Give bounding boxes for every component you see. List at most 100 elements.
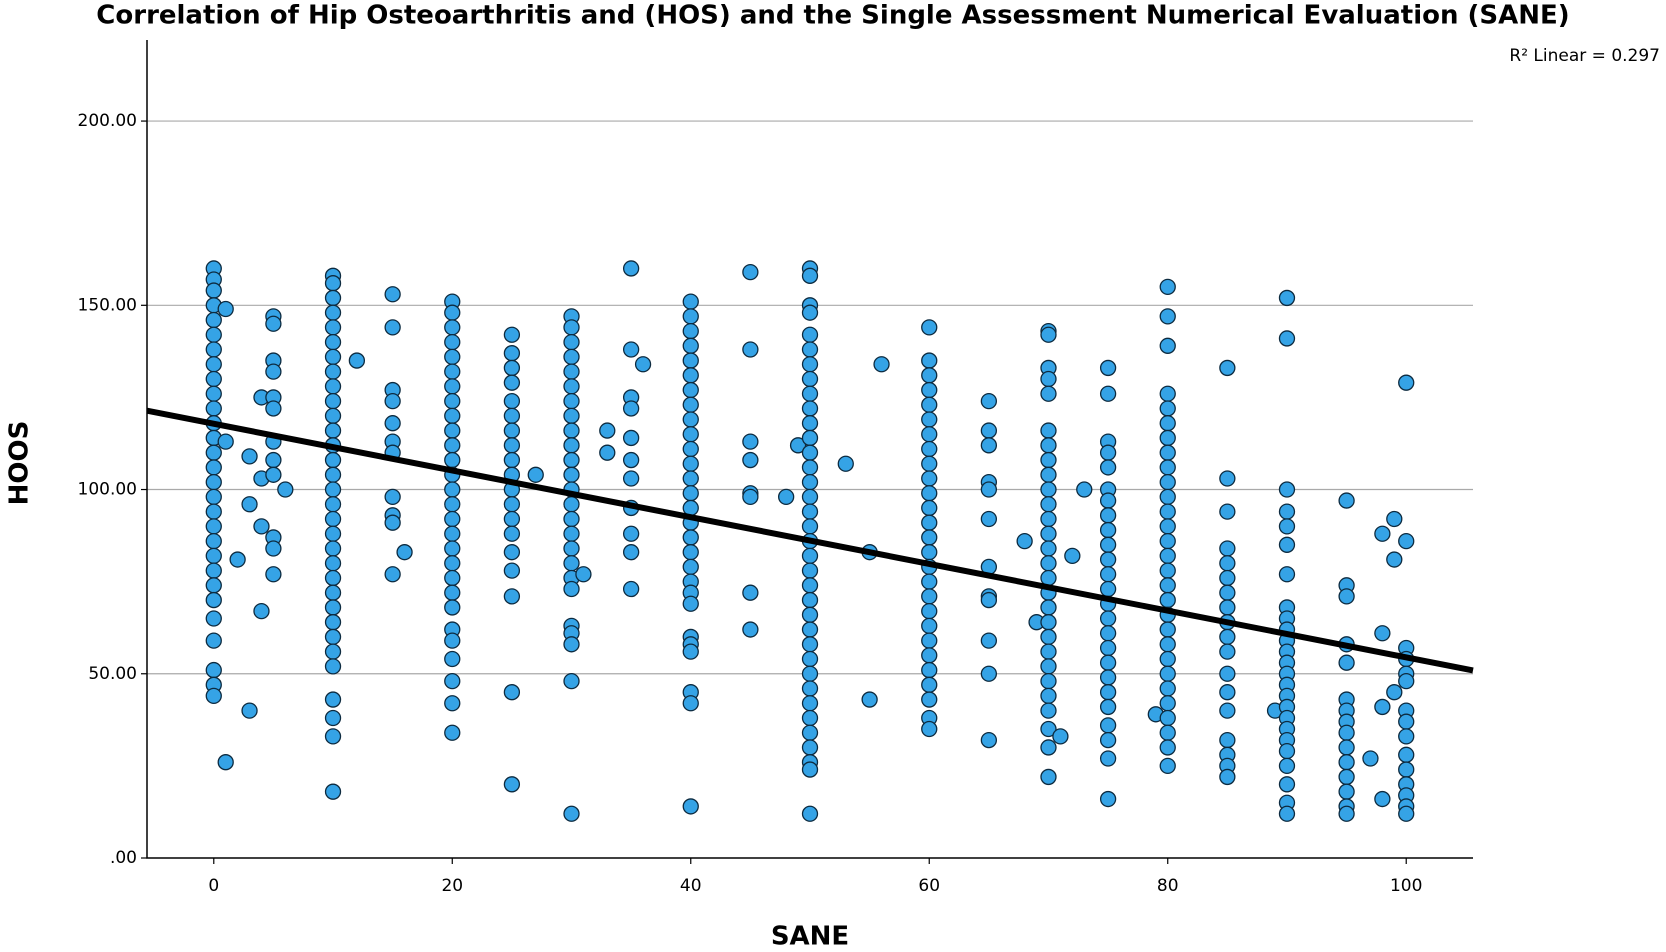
data-point	[1278, 503, 1296, 520]
data-point	[921, 617, 938, 635]
data-point	[1374, 525, 1391, 542]
data-point	[801, 606, 819, 623]
data-point	[1374, 698, 1391, 716]
data-point	[563, 348, 580, 366]
data-point	[563, 363, 580, 380]
data-point	[801, 591, 819, 609]
data-point	[1278, 757, 1296, 775]
data-point	[1159, 429, 1176, 447]
data-point	[503, 422, 521, 439]
data-point	[1040, 422, 1057, 439]
data-point	[1338, 783, 1355, 800]
data-point	[682, 485, 699, 502]
data-point	[1278, 742, 1296, 760]
data-point	[801, 503, 819, 520]
data-point	[682, 308, 699, 325]
data-point	[1159, 562, 1176, 579]
data-point	[205, 632, 222, 649]
data-point	[1398, 374, 1415, 391]
data-point	[444, 599, 461, 616]
data-point	[1099, 698, 1117, 716]
data-point	[1159, 621, 1176, 638]
data-point	[503, 684, 521, 701]
data-point	[921, 544, 938, 561]
data-point	[1219, 665, 1236, 682]
data-point	[205, 532, 222, 550]
y-tick-label: 200.00	[78, 111, 137, 131]
data-point	[205, 370, 222, 388]
data-point	[1159, 385, 1176, 402]
data-point	[217, 300, 234, 318]
data-point	[921, 381, 938, 399]
data-point	[324, 540, 342, 557]
data-point	[1040, 702, 1057, 719]
data-point	[1159, 308, 1176, 325]
data-point	[1099, 359, 1117, 377]
data-point	[1040, 614, 1057, 631]
data-point	[1278, 805, 1296, 822]
data-point	[324, 481, 342, 498]
data-point	[1159, 488, 1176, 506]
data-point	[789, 437, 807, 454]
data-point	[801, 429, 819, 447]
data-point	[1040, 451, 1057, 469]
data-point	[921, 470, 938, 487]
data-point	[1219, 702, 1236, 719]
data-point	[324, 658, 342, 675]
data-point	[503, 359, 521, 377]
data-point	[444, 392, 461, 410]
data-point	[348, 352, 366, 369]
data-point	[1219, 503, 1236, 520]
data-point	[444, 695, 461, 712]
data-point	[921, 396, 938, 413]
data-point	[384, 514, 401, 531]
data-point	[324, 510, 342, 528]
data-point	[682, 411, 699, 428]
data-point	[1159, 474, 1176, 491]
data-point	[503, 588, 521, 605]
data-point	[1219, 540, 1236, 557]
data-point	[873, 356, 890, 373]
data-point	[1040, 466, 1057, 483]
data-point	[980, 510, 998, 528]
data-point	[265, 451, 282, 469]
x-tick-label: 80	[1157, 876, 1179, 896]
data-point	[1099, 625, 1117, 642]
data-point	[444, 319, 461, 336]
data-point	[801, 518, 819, 535]
data-point	[384, 566, 401, 583]
data-point	[801, 562, 819, 579]
data-point	[1159, 724, 1176, 741]
data-point	[563, 496, 580, 513]
data-point	[921, 588, 938, 605]
data-point	[921, 691, 938, 708]
data-point	[324, 451, 342, 469]
data-point	[921, 720, 938, 738]
data-point	[1159, 680, 1176, 697]
data-point	[682, 293, 699, 310]
data-point	[921, 529, 938, 546]
data-point	[801, 474, 819, 491]
data-point	[324, 407, 342, 424]
data-point	[217, 754, 234, 771]
data-point	[682, 695, 699, 712]
data-point	[1219, 599, 1236, 616]
data-point	[324, 584, 342, 601]
data-point	[1099, 790, 1117, 808]
data-point	[503, 510, 521, 528]
data-point	[1099, 551, 1117, 568]
data-point	[563, 525, 580, 542]
data-point	[1040, 739, 1057, 756]
data-point	[503, 407, 521, 424]
data-point	[742, 451, 759, 469]
data-point	[503, 392, 521, 410]
data-point	[324, 599, 342, 616]
data-point	[801, 304, 819, 321]
data-point	[682, 440, 699, 458]
data-point	[444, 348, 461, 366]
data-point	[801, 650, 819, 668]
data-point	[1040, 628, 1057, 646]
data-point	[801, 385, 819, 402]
y-tick-label: 150.00	[78, 295, 137, 315]
data-point	[742, 433, 759, 450]
